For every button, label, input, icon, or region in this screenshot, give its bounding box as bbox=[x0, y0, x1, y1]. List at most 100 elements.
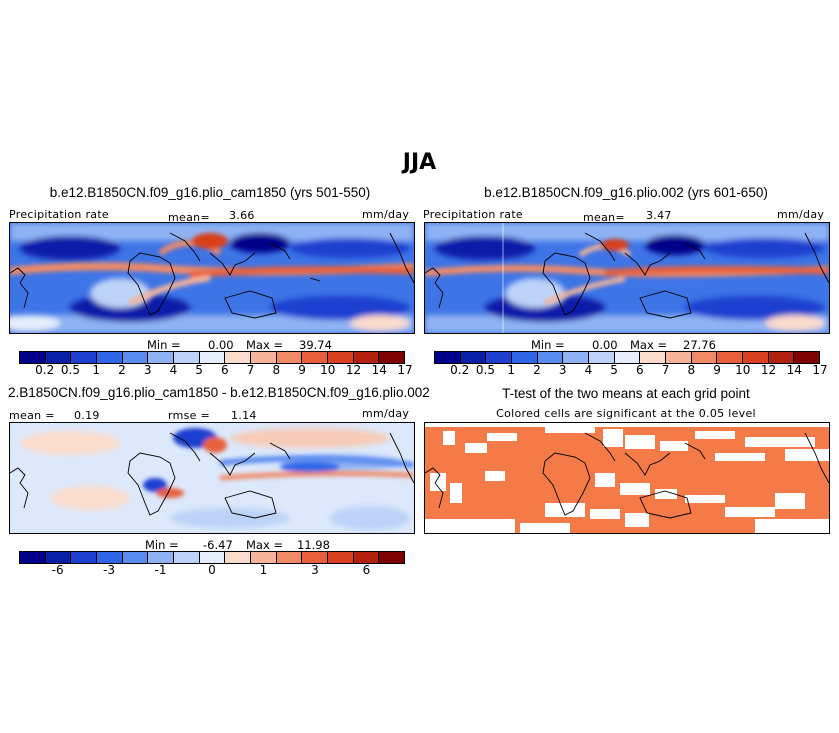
panel1-title: b.e12.B1850CN.f09_g16.plio_cam1850 (yrs … bbox=[49, 185, 371, 200]
colorbar-swatch bbox=[71, 352, 98, 363]
colorbar-swatch bbox=[148, 352, 175, 363]
colorbar-tick-label: -1 bbox=[154, 563, 167, 577]
panel1-max-value: 39.74 bbox=[299, 338, 332, 352]
colorbar-swatch bbox=[589, 352, 615, 363]
colorbar-tick-label: 0.2 bbox=[35, 363, 55, 377]
colorbar-swatch bbox=[97, 352, 123, 363]
colorbar-tick-label: 7 bbox=[246, 363, 255, 377]
colorbar-swatch bbox=[122, 352, 149, 363]
colorbar-tick-label: 3 bbox=[311, 563, 319, 577]
colorbar-swatch bbox=[666, 352, 692, 363]
colorbar-tick-label: 0.2 bbox=[450, 363, 470, 377]
panel2-max-label: Max = bbox=[630, 338, 668, 352]
colorbar-tick-label: 9 bbox=[713, 363, 721, 377]
colorbar-swatch bbox=[251, 552, 277, 563]
colorbar-tick-label: 0.5 bbox=[60, 363, 80, 377]
panel3-min-value: -6.47 bbox=[203, 538, 233, 552]
colorbar-swatch bbox=[20, 352, 46, 363]
colorbar-swatch bbox=[794, 352, 820, 363]
colorbar-tick-label: 2 bbox=[533, 363, 541, 377]
colorbar-tick-label: -6 bbox=[51, 563, 64, 577]
panel1-min-label: Min = bbox=[147, 338, 181, 352]
panel3-mean-value: 0.19 bbox=[74, 409, 100, 422]
colorbar-tick-label: 10 bbox=[735, 363, 751, 377]
colorbar-swatch bbox=[225, 352, 252, 363]
panel2-colorbar bbox=[434, 351, 820, 364]
panel2-variable-label: Precipitation rate bbox=[423, 208, 523, 221]
colorbar-swatch bbox=[328, 552, 354, 563]
panel2-precip-map bbox=[424, 222, 830, 334]
colorbar-swatch bbox=[379, 352, 405, 363]
colorbar-tick-label: 8 bbox=[272, 363, 281, 377]
panel3-mean-label: mean = bbox=[9, 409, 55, 422]
colorbar-tick-label: 12 bbox=[760, 363, 777, 377]
colorbar-tick-label: 1 bbox=[507, 363, 516, 377]
colorbar-tick-label: 1 bbox=[92, 363, 101, 377]
colorbar-swatch bbox=[20, 552, 46, 563]
colorbar-tick-label: 14 bbox=[371, 363, 387, 377]
colorbar-swatch bbox=[353, 552, 380, 563]
colorbar-swatch bbox=[768, 352, 795, 363]
colorbar-tick-label: 17 bbox=[397, 363, 413, 377]
colorbar-swatch bbox=[174, 552, 200, 563]
panel3-difference-map bbox=[9, 422, 415, 534]
colorbar-swatch bbox=[251, 352, 277, 363]
panel1-colorbar bbox=[19, 351, 405, 364]
colorbar-swatch bbox=[302, 352, 329, 363]
colorbar-swatch bbox=[460, 352, 487, 363]
colorbar-swatch bbox=[122, 552, 149, 563]
colorbar-swatch bbox=[379, 552, 405, 563]
panel2-mean-label: mean= bbox=[583, 211, 625, 224]
colorbar-swatch bbox=[691, 352, 718, 363]
colorbar-swatch bbox=[225, 552, 252, 563]
panel4-subtitle: Colored cells are significant at the 0.0… bbox=[496, 407, 756, 420]
colorbar-swatch bbox=[45, 352, 72, 363]
panel1-min-value: 0.00 bbox=[208, 338, 234, 352]
colorbar-tick-label: 5 bbox=[610, 363, 618, 377]
colorbar-tick-label: 12 bbox=[345, 363, 362, 377]
colorbar-swatch bbox=[435, 352, 461, 363]
colorbar-tick-label: 17 bbox=[812, 363, 828, 377]
colorbar-tick-label: 7 bbox=[661, 363, 670, 377]
colorbar-swatch bbox=[199, 552, 226, 563]
colorbar-swatch bbox=[276, 552, 303, 563]
colorbar-tick-label: 3 bbox=[143, 363, 152, 377]
colorbar-tick-label: 4 bbox=[584, 363, 593, 377]
colorbar-swatch bbox=[174, 352, 200, 363]
colorbar-tick-label: 6 bbox=[362, 563, 371, 577]
panel3-max-label: Max = bbox=[246, 538, 284, 552]
panel1-precip-map bbox=[9, 222, 415, 334]
panel1-mean-label: mean= bbox=[168, 211, 210, 224]
colorbar-tick-label: 9 bbox=[298, 363, 306, 377]
panel1-mean-value: 3.66 bbox=[229, 209, 255, 222]
colorbar-tick-label: 5 bbox=[195, 363, 203, 377]
colorbar-swatch bbox=[71, 552, 98, 563]
panel2-colorbar-ticks: 0.2 0.5 1 2 3 4 5 6 7 8 9 10 12 14 17 bbox=[434, 363, 827, 379]
panel2-title: b.e12.B1850CN.f09_g16.plio.002 (yrs 601-… bbox=[484, 185, 768, 200]
colorbar-swatch bbox=[199, 352, 226, 363]
season-title: JJA bbox=[402, 150, 437, 175]
panel4-title: T-test of the two means at each grid poi… bbox=[502, 386, 750, 401]
colorbar-tick-label: 6 bbox=[636, 363, 644, 377]
colorbar-tick-label: 3 bbox=[558, 363, 567, 377]
colorbar-swatch bbox=[512, 352, 538, 363]
colorbar-swatch bbox=[328, 352, 354, 363]
panel1-units: mm/day bbox=[362, 208, 410, 221]
panel2-max-value: 27.76 bbox=[683, 338, 716, 352]
panel3-colorbar-ticks: -6 -3 -1 0 1 3 6 bbox=[19, 563, 405, 579]
colorbar-tick-label: 0.5 bbox=[475, 363, 495, 377]
colorbar-tick-label: 1 bbox=[259, 563, 268, 577]
colorbar-swatch bbox=[353, 352, 380, 363]
colorbar-swatch bbox=[614, 352, 641, 363]
colorbar-swatch bbox=[486, 352, 513, 363]
colorbar-tick-label: 2 bbox=[118, 363, 126, 377]
panel3-min-label: Min = bbox=[145, 538, 179, 552]
colorbar-tick-label: -3 bbox=[103, 563, 116, 577]
panel2-min-value: 0.00 bbox=[592, 338, 618, 352]
panel3-colorbar bbox=[19, 551, 405, 564]
colorbar-tick-label: 4 bbox=[169, 363, 178, 377]
panel3-max-value: 11.98 bbox=[297, 538, 330, 552]
colorbar-swatch bbox=[302, 552, 329, 563]
panel2-mean-value: 3.47 bbox=[646, 209, 672, 222]
colorbar-tick-label: 10 bbox=[320, 363, 336, 377]
